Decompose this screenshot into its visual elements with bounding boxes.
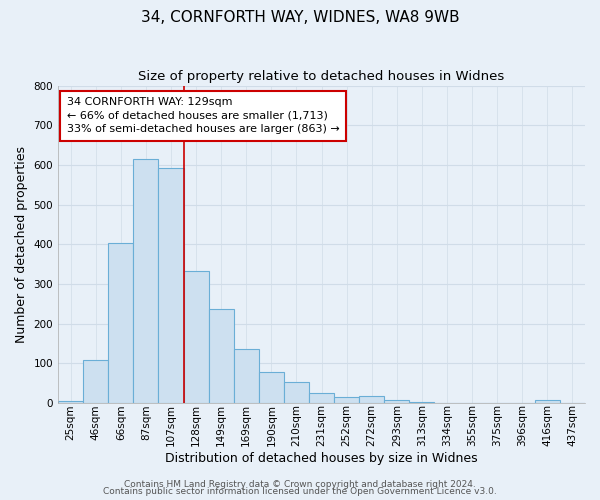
Bar <box>259 372 284 403</box>
Bar <box>334 397 359 403</box>
Bar <box>233 350 259 403</box>
Bar <box>184 271 209 403</box>
Text: Contains HM Land Registry data © Crown copyright and database right 2024.: Contains HM Land Registry data © Crown c… <box>124 480 476 489</box>
Bar <box>58 401 83 403</box>
Bar <box>535 400 560 403</box>
Bar <box>359 396 384 403</box>
Bar <box>108 243 133 403</box>
Bar <box>309 393 334 403</box>
Bar <box>384 400 409 403</box>
Y-axis label: Number of detached properties: Number of detached properties <box>15 146 28 342</box>
X-axis label: Distribution of detached houses by size in Widnes: Distribution of detached houses by size … <box>165 452 478 465</box>
Text: Contains public sector information licensed under the Open Government Licence v3: Contains public sector information licen… <box>103 488 497 496</box>
Bar <box>133 160 158 403</box>
Bar <box>409 402 434 403</box>
Text: 34 CORNFORTH WAY: 129sqm
← 66% of detached houses are smaller (1,713)
33% of sem: 34 CORNFORTH WAY: 129sqm ← 66% of detach… <box>67 98 340 134</box>
Bar <box>209 309 233 403</box>
Title: Size of property relative to detached houses in Widnes: Size of property relative to detached ho… <box>139 70 505 83</box>
Bar <box>284 382 309 403</box>
Bar <box>83 360 108 403</box>
Bar <box>158 168 184 403</box>
Text: 34, CORNFORTH WAY, WIDNES, WA8 9WB: 34, CORNFORTH WAY, WIDNES, WA8 9WB <box>140 10 460 25</box>
